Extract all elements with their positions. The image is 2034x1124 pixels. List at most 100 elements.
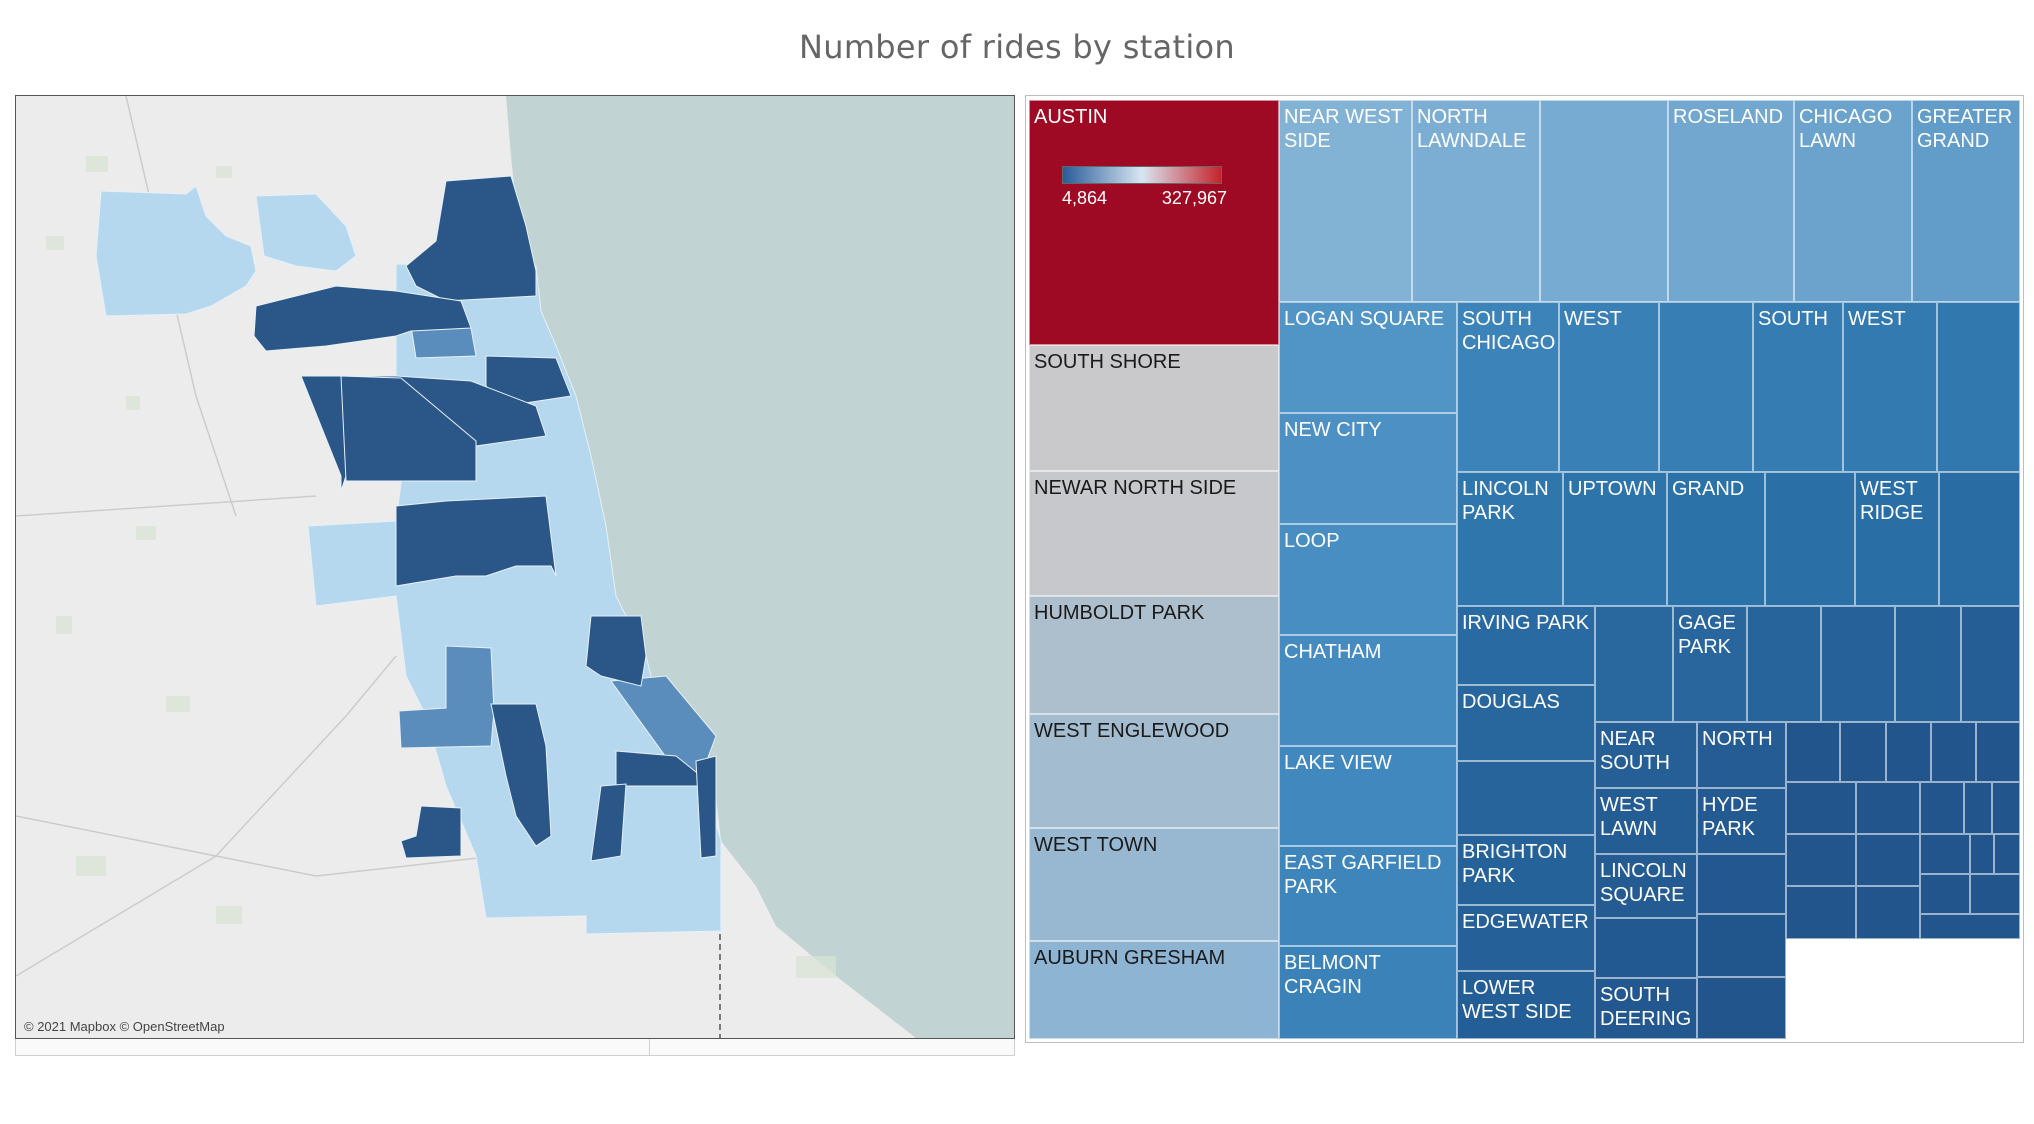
treemap-tile[interactable]: GRAND [1667, 472, 1765, 606]
treemap-tile[interactable] [1765, 472, 1855, 606]
treemap-tile[interactable]: WEST ENGLEWOOD [1029, 714, 1279, 828]
treemap-tile[interactable]: SOUTH CHICAGO [1457, 302, 1559, 472]
treemap-tile[interactable]: NORTH LAWNDALE [1412, 100, 1540, 302]
treemap-tile-label: BELMONT CRAGIN [1284, 952, 1381, 998]
treemap-tile[interactable]: IRVING PARK [1457, 606, 1595, 685]
treemap-tile[interactable] [1886, 722, 1931, 782]
treemap-tile[interactable] [1920, 874, 1970, 914]
treemap-tile[interactable] [1457, 761, 1595, 835]
treemap-tile-label: SOUTH SHORE [1034, 351, 1181, 373]
treemap-tile[interactable]: NEWAR NORTH SIDE [1029, 471, 1279, 596]
treemap-tile[interactable]: LINCOLN PARK [1457, 472, 1563, 606]
treemap-tile-label: EDGEWATER [1462, 911, 1589, 933]
treemap-tile-label: SOUTH CHICAGO [1462, 308, 1556, 354]
treemap-tile[interactable]: GAGE PARK [1673, 606, 1747, 722]
treemap-tile[interactable]: HYDE PARK [1697, 788, 1786, 854]
treemap-tile[interactable] [1961, 606, 2020, 722]
treemap-tile[interactable] [1786, 782, 1856, 834]
treemap-tile[interactable]: HUMBOLDT PARK [1029, 596, 1279, 714]
treemap-tile[interactable]: LOOP [1279, 524, 1457, 635]
treemap-tile[interactable]: UPTOWN [1563, 472, 1667, 606]
treemap-tile[interactable]: ROSELAND [1668, 100, 1794, 302]
treemap-tile[interactable]: WEST TOWN [1029, 828, 1279, 941]
treemap-tile-label: EAST GARFIELD PARK [1284, 852, 1442, 898]
treemap-tile[interactable]: LOWER WEST SIDE [1457, 971, 1595, 1039]
treemap-tile[interactable] [1786, 834, 1856, 886]
treemap-tile[interactable] [1920, 914, 2020, 939]
treemap-tile[interactable]: DOUGLAS [1457, 685, 1595, 761]
treemap-tile[interactable]: CHATHAM [1279, 635, 1457, 746]
treemap-tile[interactable]: SOUTH DEERING [1595, 978, 1697, 1039]
treemap: AUSTIN SOUTH SHORE NEWAR NORTH SIDE HUMBOLD… [1029, 100, 2020, 1039]
treemap-tile[interactable]: BRIGHTON PARK [1457, 835, 1595, 905]
treemap-tile[interactable]: AUSTIN [1029, 100, 1279, 345]
treemap-tile-label: BRIGHTON PARK [1462, 841, 1568, 887]
map-credit: © 2021 Mapbox © OpenStreetMap [24, 1019, 225, 1034]
treemap-tile[interactable] [1697, 977, 1786, 1039]
treemap-tile[interactable] [1856, 782, 1920, 834]
treemap-tile[interactable] [1856, 886, 1920, 939]
treemap-tile-label: DOUGLAS [1462, 691, 1560, 713]
treemap-tile[interactable] [1931, 722, 1976, 782]
treemap-tile[interactable] [1992, 782, 2020, 834]
treemap-tile[interactable] [1786, 722, 1840, 782]
treemap-tile-label: LINCOLN PARK [1462, 478, 1549, 524]
treemap-tile[interactable] [1697, 854, 1786, 914]
chicago-map[interactable]: © 2021 Mapbox © OpenStreetMap [15, 95, 1015, 1039]
treemap-tile[interactable] [1970, 874, 2020, 914]
treemap-tile[interactable]: EAST GARFIELD PARK [1279, 846, 1457, 946]
treemap-tile[interactable] [1786, 886, 1856, 939]
map-scrollbar[interactable] [15, 1039, 1015, 1057]
treemap-tile[interactable]: NEAR SOUTH [1595, 722, 1697, 788]
treemap-tile[interactable] [1595, 918, 1697, 978]
treemap-tile[interactable]: AUBURN GRESHAM [1029, 941, 1279, 1039]
treemap-tile[interactable] [1821, 606, 1895, 722]
treemap-tile[interactable]: GREATER GRAND [1912, 100, 2020, 302]
treemap-tile[interactable]: SOUTH [1753, 302, 1843, 472]
treemap-tile[interactable] [1595, 606, 1673, 722]
treemap-tile[interactable] [1840, 722, 1886, 782]
treemap-tile[interactable] [1970, 834, 1994, 874]
treemap-tile[interactable]: WEST [1843, 302, 1937, 472]
treemap-tile-label: GRAND [1672, 478, 1745, 500]
treemap-tile-label: LOGAN SQUARE [1284, 308, 1445, 330]
treemap-tile[interactable]: LAKE VIEW [1279, 746, 1457, 846]
lake-michigan [506, 96, 1014, 1038]
treemap-tile[interactable]: NORTH [1697, 722, 1786, 788]
treemap-tile-label: UPTOWN [1568, 478, 1657, 500]
treemap-tile-label: WEST LAWN [1600, 794, 1658, 840]
treemap-tile[interactable] [1895, 606, 1961, 722]
treemap-tile[interactable] [1976, 722, 2020, 782]
scroll-segment-right[interactable] [649, 1039, 1015, 1056]
treemap-tile[interactable]: WEST [1559, 302, 1659, 472]
treemap-tile-label: NEAR SOUTH [1600, 728, 1670, 774]
treemap-tile[interactable] [1747, 606, 1821, 722]
treemap-tile[interactable] [1856, 834, 1920, 886]
dark-regions [253, 175, 717, 862]
treemap-tile-label: SOUTH [1758, 308, 1828, 330]
treemap-tile[interactable] [1939, 472, 2020, 606]
scroll-segment-left[interactable] [15, 1039, 650, 1056]
treemap-tile[interactable] [1697, 914, 1786, 977]
legend-max-label: 327,967 [1161, 188, 1227, 208]
treemap-tile[interactable]: EDGEWATER [1457, 905, 1595, 971]
treemap-tile[interactable]: NEAR WEST SIDE [1279, 100, 1412, 302]
treemap-tile-label: IRVING PARK [1462, 612, 1590, 634]
treemap-tile[interactable] [1937, 302, 2020, 472]
treemap-tile[interactable] [1540, 100, 1668, 302]
treemap-tile[interactable]: WEST RIDGE [1855, 472, 1939, 606]
treemap-tile[interactable] [1920, 834, 1970, 874]
treemap-tile[interactable]: WEST LAWN [1595, 788, 1697, 854]
treemap-tile[interactable] [1659, 302, 1753, 472]
treemap-tile[interactable] [1994, 834, 2020, 874]
treemap-tile-label: CHATHAM [1284, 641, 1382, 663]
treemap-tile[interactable]: CHICAGO LAWN [1794, 100, 1912, 302]
treemap-tile[interactable]: LINCOLN SQUARE [1595, 854, 1697, 918]
treemap-tile[interactable] [1964, 782, 1992, 834]
treemap-tile[interactable]: LOGAN SQUARE [1279, 302, 1457, 413]
treemap-tile[interactable]: BELMONT CRAGIN [1279, 946, 1457, 1039]
treemap-tile[interactable]: SOUTH SHORE [1029, 345, 1279, 471]
treemap-tile[interactable] [1920, 782, 1964, 834]
treemap-tile-label: CHICAGO LAWN [1799, 106, 1893, 152]
treemap-tile[interactable]: NEW CITY [1279, 413, 1457, 524]
